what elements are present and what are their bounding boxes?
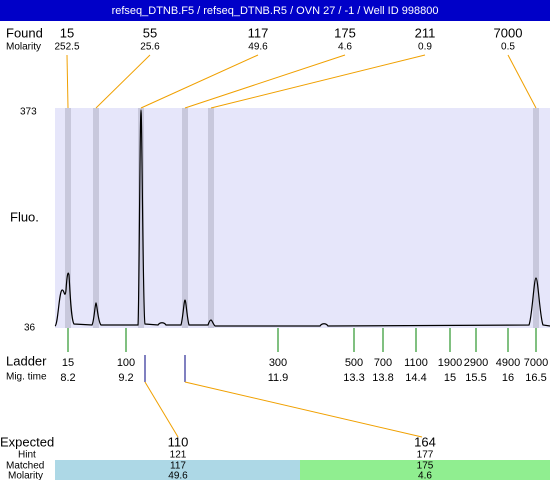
found-size: 175 <box>334 25 356 40</box>
found-size: 211 <box>415 25 436 40</box>
ladder-label: Ladder <box>6 353 47 368</box>
ladder-size: 15 <box>62 357 74 369</box>
ladder-time: 11.9 <box>268 372 289 384</box>
peak-connector <box>210 54 426 109</box>
expected-hint: 177 <box>417 450 434 461</box>
expected-molarity: 49.6 <box>168 471 188 480</box>
found-label: Found <box>6 25 43 40</box>
match-connector <box>184 381 423 438</box>
mig-time-label: Mig. time <box>6 372 47 383</box>
expected-molarity-label: Molarity <box>8 471 43 480</box>
ladder-size: 300 <box>269 357 287 369</box>
found-size: 15 <box>60 25 74 40</box>
match-connector <box>144 381 179 438</box>
ladder-size: 2900 <box>464 357 488 369</box>
y-min-label: 36 <box>24 323 36 334</box>
found-molarity: 0.5 <box>501 42 515 53</box>
ladder-time: 13.8 <box>372 372 393 384</box>
trace <box>54 109 550 327</box>
expected-molarity: 4.6 <box>418 471 432 480</box>
expected-size: 110 <box>168 434 189 449</box>
ladder-size: 4900 <box>496 357 520 369</box>
y-axis-label: Fluo. <box>10 209 39 224</box>
found-molarity: 0.9 <box>418 42 432 53</box>
ladder-size: 100 <box>117 357 135 369</box>
found-size: 55 <box>143 25 157 40</box>
expected-size: 164 <box>414 434 436 449</box>
peak-connector <box>95 54 151 109</box>
ladder-time: 15.5 <box>465 372 486 384</box>
found-molarity: 252.5 <box>54 42 79 53</box>
ladder-time: 9.2 <box>118 372 133 384</box>
peak-band <box>93 108 99 328</box>
found-size: 7000 <box>494 25 523 40</box>
peak-band <box>65 108 71 328</box>
ladder-time: 16 <box>502 372 514 384</box>
peak-band <box>208 108 214 328</box>
peak-band <box>182 108 188 328</box>
peak-connector <box>66 54 69 109</box>
molarity-label: Molarity <box>6 42 41 53</box>
found-molarity: 49.6 <box>248 42 268 53</box>
peak-connector <box>140 54 259 109</box>
found-molarity: 4.6 <box>338 42 352 53</box>
expected-matched: 117 <box>170 461 186 472</box>
expected-hint: 121 <box>170 450 187 461</box>
ladder-time: 14.4 <box>405 372 426 384</box>
expected-label: Expected <box>0 434 54 449</box>
ladder-size: 1900 <box>438 357 462 369</box>
peak-connector <box>184 54 346 109</box>
y-max-label: 373 <box>20 107 37 118</box>
ladder-size: 700 <box>374 357 392 369</box>
matched-label: Matched <box>6 461 44 472</box>
expected-matched: 175 <box>417 461 434 472</box>
peak-connector <box>507 54 537 109</box>
peak-band <box>533 108 539 328</box>
ladder-time: 16.5 <box>525 372 546 384</box>
matched-band <box>55 460 300 480</box>
ladder-time: 13.3 <box>343 372 364 384</box>
peak-band <box>138 108 144 328</box>
header-title: refseq_DTNB.F5 / refseq_DTNB.R5 / OVN 27… <box>112 5 439 17</box>
header-bar <box>0 0 550 21</box>
found-molarity: 25.6 <box>140 42 160 53</box>
ladder-time: 8.2 <box>60 372 75 384</box>
ladder-size: 1100 <box>404 357 428 369</box>
found-size: 117 <box>248 25 269 40</box>
ladder-size: 7000 <box>524 357 548 369</box>
plot-area <box>55 108 550 328</box>
hint-label: Hint <box>18 450 36 461</box>
ladder-time: 15 <box>444 372 456 384</box>
matched-band <box>300 460 550 480</box>
ladder-size: 500 <box>345 357 363 369</box>
